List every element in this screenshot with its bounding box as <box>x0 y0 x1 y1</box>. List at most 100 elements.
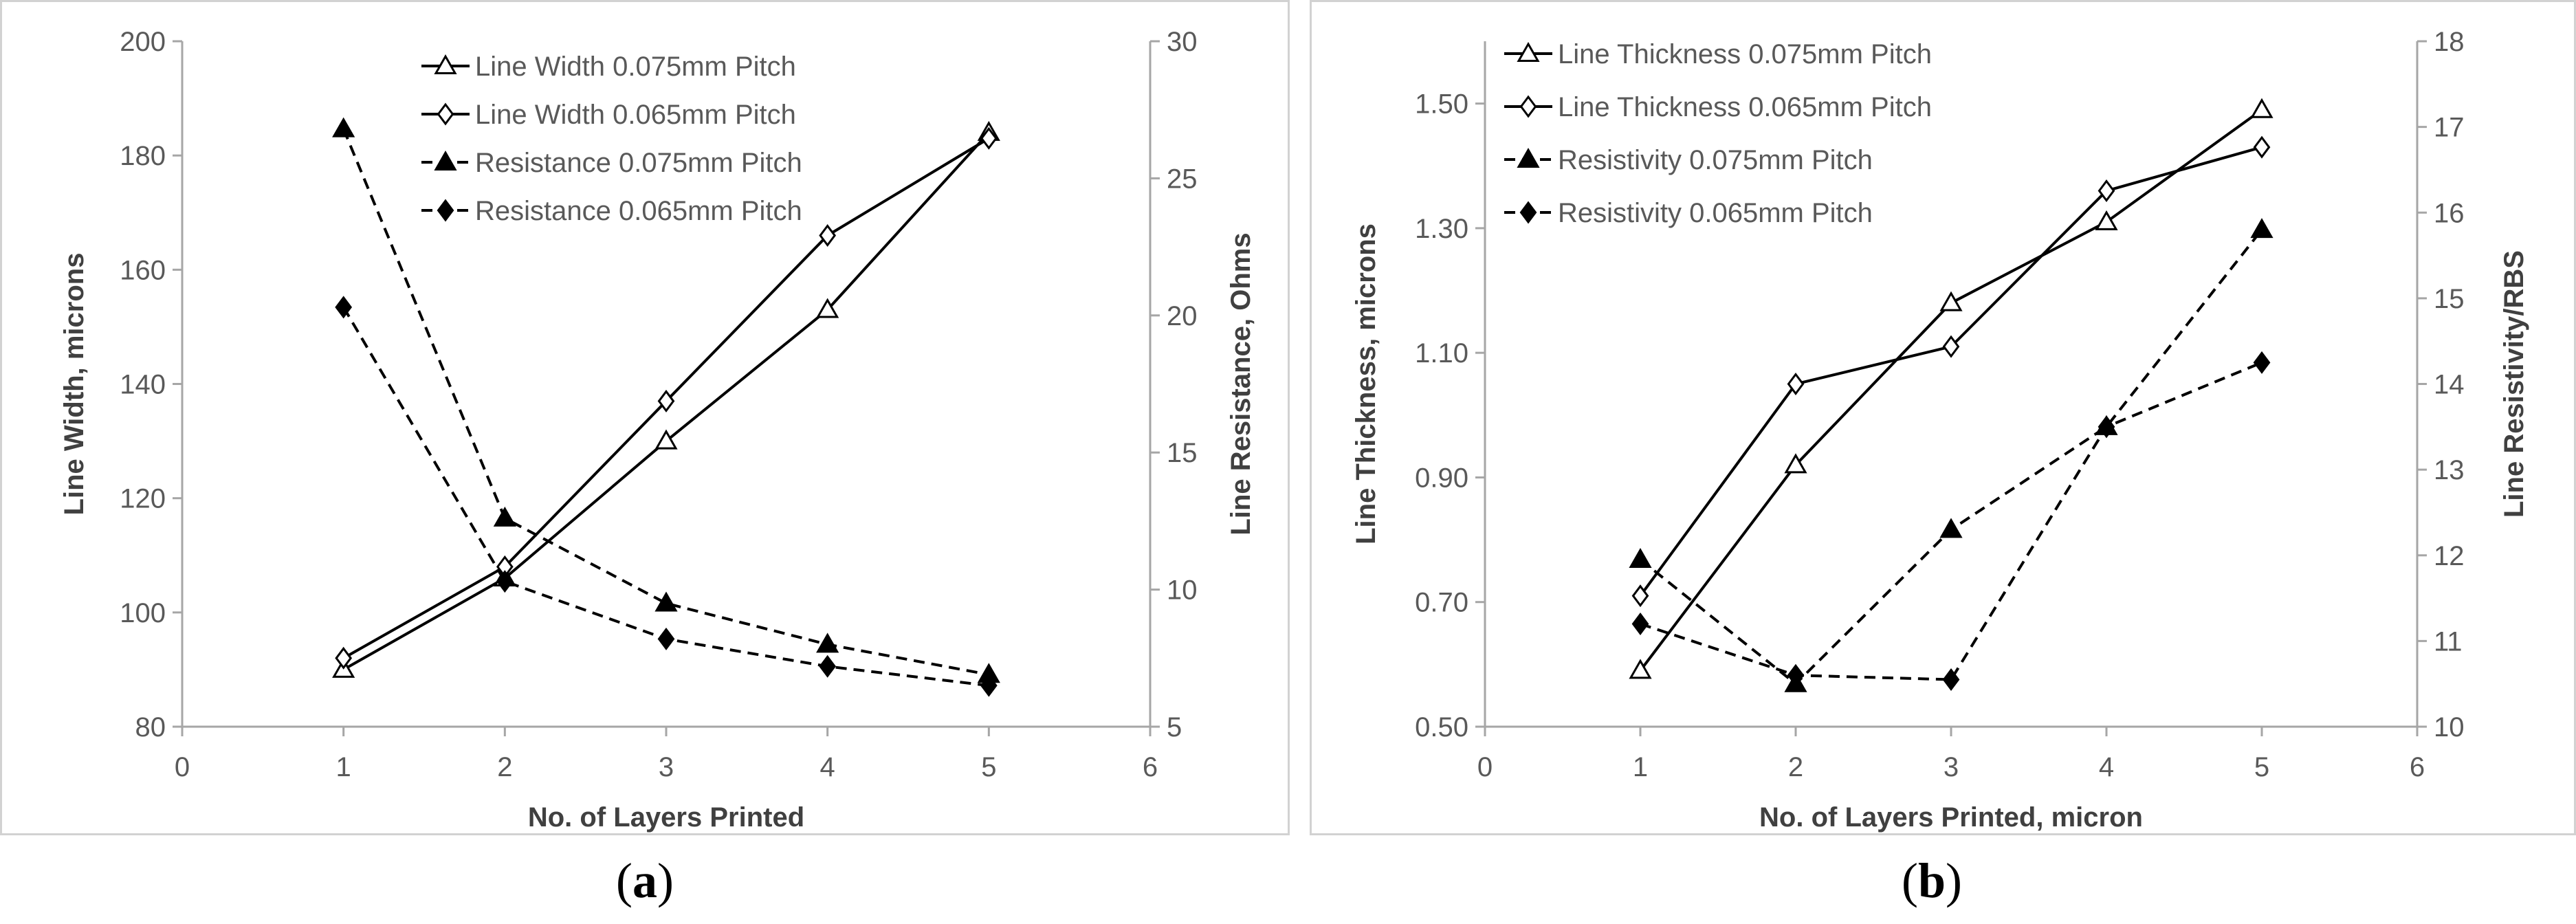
series-line <box>1639 109 2263 672</box>
data-point <box>335 646 353 670</box>
x-axis-title: No. of Layers Printed <box>528 802 804 833</box>
y-tick-label: 160 <box>120 255 166 285</box>
y-axis-title: Line Thickness, microns <box>1351 223 1381 544</box>
y-tick-label: 0.70 <box>1415 588 1468 618</box>
legend-marker <box>437 199 454 222</box>
x-tick-label: 2 <box>497 752 512 782</box>
y-tick-label: 80 <box>135 712 166 742</box>
y2-tick-label: 15 <box>1167 438 1198 468</box>
series-3 <box>332 117 1000 683</box>
legend-marker <box>434 54 457 74</box>
y2-tick-label: 18 <box>2434 27 2465 57</box>
y2-tick-label: 10 <box>1167 575 1198 606</box>
y-tick-label: 0.50 <box>1415 712 1468 742</box>
y2-tick-label: 20 <box>1167 301 1198 331</box>
y2-tick-label: 15 <box>2434 284 2465 314</box>
legend-label: Resistance 0.065mm Pitch <box>475 196 802 226</box>
data-point <box>1939 291 1963 311</box>
legend-entry: Line Width 0.075mm Pitch <box>421 52 796 82</box>
legend-marker <box>1519 201 1537 224</box>
data-point <box>654 591 678 612</box>
x-tick-label: 1 <box>336 752 351 782</box>
legend-label: Line Width 0.075mm Pitch <box>475 52 796 82</box>
series-1 <box>1629 98 2274 679</box>
series-3 <box>1629 218 2274 692</box>
legend-entry: Resistance 0.065mm Pitch <box>421 196 802 226</box>
data-point <box>335 296 353 319</box>
x-tick-label: 0 <box>175 752 190 782</box>
y2-axis-title: Line Resistance, Ohms <box>1226 232 1256 535</box>
data-point <box>654 429 678 450</box>
data-point <box>819 223 837 247</box>
chart-b: 0 1 2 3 4 5 60.500.700.901.101.301.50101112131… <box>1351 27 2529 833</box>
legend-label: Resistivity 0.075mm Pitch <box>1558 145 1873 175</box>
legend-label: Resistance 0.075mm Pitch <box>475 148 802 178</box>
data-point <box>1942 335 1960 358</box>
legend-marker <box>1517 41 1540 62</box>
y-tick-label: 1.10 <box>1415 338 1468 368</box>
y2-tick-label: 11 <box>2434 626 2463 657</box>
data-point <box>2253 135 2271 159</box>
x-tick-label: 3 <box>659 752 674 782</box>
y-tick-label: 200 <box>120 27 166 57</box>
chart-a: 0 1 2 3 4 5 68010012014016018020051015202530No… <box>59 27 1256 833</box>
y-tick-label: 100 <box>120 598 166 628</box>
y-tick-label: 1.30 <box>1415 214 1468 244</box>
legend-marker <box>434 150 457 170</box>
data-point <box>2098 179 2115 203</box>
data-point <box>657 389 675 412</box>
series-4 <box>1631 351 2271 691</box>
y2-tick-label: 13 <box>2434 455 2465 485</box>
y2-axis-title: Line Resistivity/RBS <box>2499 250 2529 518</box>
data-point <box>1787 373 1805 395</box>
data-point <box>819 654 837 678</box>
y2-tick-label: 17 <box>2434 113 2465 143</box>
data-point <box>1939 518 1963 538</box>
data-point <box>980 126 998 150</box>
legend-marker <box>437 102 454 126</box>
x-tick-label: 4 <box>2099 752 2114 782</box>
series-2 <box>1631 135 2271 608</box>
y2-tick-label: 25 <box>1167 164 1198 194</box>
y2-tick-label: 30 <box>1167 27 1198 57</box>
data-point <box>2095 210 2118 230</box>
legend-label: Line Thickness 0.065mm Pitch <box>1558 92 1932 122</box>
x-axis-title: No. of Layers Printed, micron <box>1759 802 2143 833</box>
legend-label: Resistivity 0.065mm Pitch <box>1558 198 1873 228</box>
series-line <box>1640 361 2263 681</box>
caption-a: (a) <box>616 853 674 908</box>
chart-panel-b: 0 1 2 3 4 5 6 0.50 0.70 0.90 1.10 1.30 1.50 10 11 12 13 1… <box>1310 0 2576 835</box>
legend-entry: Resistance 0.075mm Pitch <box>421 148 802 178</box>
data-point <box>332 117 355 138</box>
data-point <box>1629 659 1652 679</box>
data-point <box>496 570 514 593</box>
data-point <box>816 632 839 653</box>
x-tick-label: 5 <box>2254 752 2269 782</box>
y-tick-label: 140 <box>120 370 166 400</box>
legend-entry: Line Width 0.065mm Pitch <box>421 100 796 130</box>
y-tick-label: 1.50 <box>1415 89 1468 120</box>
data-point <box>1784 453 1807 474</box>
y2-tick-label: 16 <box>2434 198 2465 228</box>
data-point <box>1629 547 1652 568</box>
legend-entry: Line Thickness 0.065mm Pitch <box>1504 92 1932 122</box>
chart-panel-a: 0 1 2 3 4 5 6 80 100 120 140 160 180 200 5 10 15 20 25 30 No… <box>0 0 1290 835</box>
y-tick-label: 180 <box>120 141 166 171</box>
data-point <box>816 298 839 318</box>
y-tick-label: 0.90 <box>1415 463 1468 493</box>
x-tick-label: 0 <box>1477 752 1493 782</box>
x-tick-label: 2 <box>1788 752 1803 782</box>
data-point <box>2098 415 2115 439</box>
data-point <box>2253 351 2271 374</box>
data-point <box>657 627 675 650</box>
x-tick-label: 4 <box>820 752 835 782</box>
y2-tick-label: 10 <box>2434 712 2465 742</box>
legend-label: Line Thickness 0.075mm Pitch <box>1558 39 1932 69</box>
y2-tick-label: 5 <box>1167 712 1182 742</box>
data-point <box>1942 668 1960 691</box>
data-point <box>1631 584 1649 608</box>
legend-marker <box>1517 147 1540 168</box>
x-tick-label: 1 <box>1633 752 1648 782</box>
y-axis-title: Line Width, microns <box>59 253 89 516</box>
data-point <box>1631 612 1649 635</box>
